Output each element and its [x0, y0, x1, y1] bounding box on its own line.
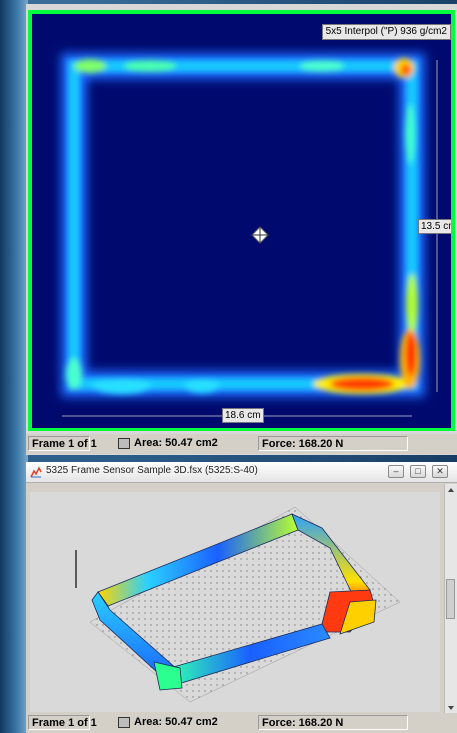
bottom-status-bar: Frame 1 of 1 Area: 50.47 cm2 Force: 168.…	[26, 713, 457, 733]
area-toggle-icon-3d[interactable]	[118, 717, 130, 728]
area-readout: Area: 50.47 cm2	[134, 437, 218, 449]
interpolation-label: 5x5 Interpol ("P) 936 g/cm2	[321, 24, 451, 40]
sensor-3d-view[interactable]	[30, 492, 440, 712]
sensor-frame-glow	[61, 53, 425, 397]
window-title: 5325 Frame Sensor Sample 3D.fsx (5325:S-…	[46, 465, 258, 476]
pressure-map-canvas[interactable]: 5x5 Interpol ("P) 936 g/cm2 13.5 cm 18.6…	[32, 14, 451, 428]
force-readout: Force: 168.20 N	[258, 436, 408, 451]
pressure-map-svg	[61, 53, 438, 417]
force-readout-3d: Force: 168.20 N	[258, 715, 408, 730]
sensor-3d-window: 5325 Frame Sensor Sample 3D.fsx (5325:S-…	[26, 462, 457, 733]
window-titlebar[interactable]: 5325 Frame Sensor Sample 3D.fsx (5325:S-…	[26, 462, 457, 483]
sensor-frame-ring	[66, 58, 420, 394]
app-icon	[30, 466, 42, 478]
width-dimension-label: 18.6 cm	[222, 408, 264, 423]
pressure-map-window: 5x5 Interpol ("P) 936 g/cm2 13.5 cm 18.6…	[26, 4, 457, 455]
vertical-scrollbar[interactable]	[444, 484, 457, 714]
frame-indicator-3d: Frame 1 of 1	[28, 715, 97, 730]
window-close-icon[interactable]: ✕	[432, 465, 448, 478]
top-status-bar: Frame 1 of 1 Area: 50.47 cm2 Force: 168.…	[26, 434, 457, 454]
desktop-edge	[0, 0, 28, 733]
area-toggle-icon[interactable]	[118, 438, 130, 449]
frame-indicator: Frame 1 of 1	[28, 436, 97, 451]
center-crosshair-icon[interactable]	[251, 226, 269, 244]
height-dimension-label: 13.5 cm	[418, 219, 451, 234]
window-minimize-icon[interactable]: –	[388, 465, 404, 478]
area-readout-3d: Area: 50.47 cm2	[134, 716, 218, 728]
window-restore-icon[interactable]: □	[410, 465, 426, 478]
sensor-3d-svg	[75, 506, 401, 703]
scroll-down-icon[interactable]	[448, 706, 454, 710]
scroll-up-icon[interactable]	[448, 488, 454, 492]
pressure-map-frame: 5x5 Interpol ("P) 936 g/cm2 13.5 cm 18.6…	[28, 10, 455, 431]
sensor-3d-frame	[91, 513, 377, 691]
scroll-thumb[interactable]	[446, 579, 455, 619]
